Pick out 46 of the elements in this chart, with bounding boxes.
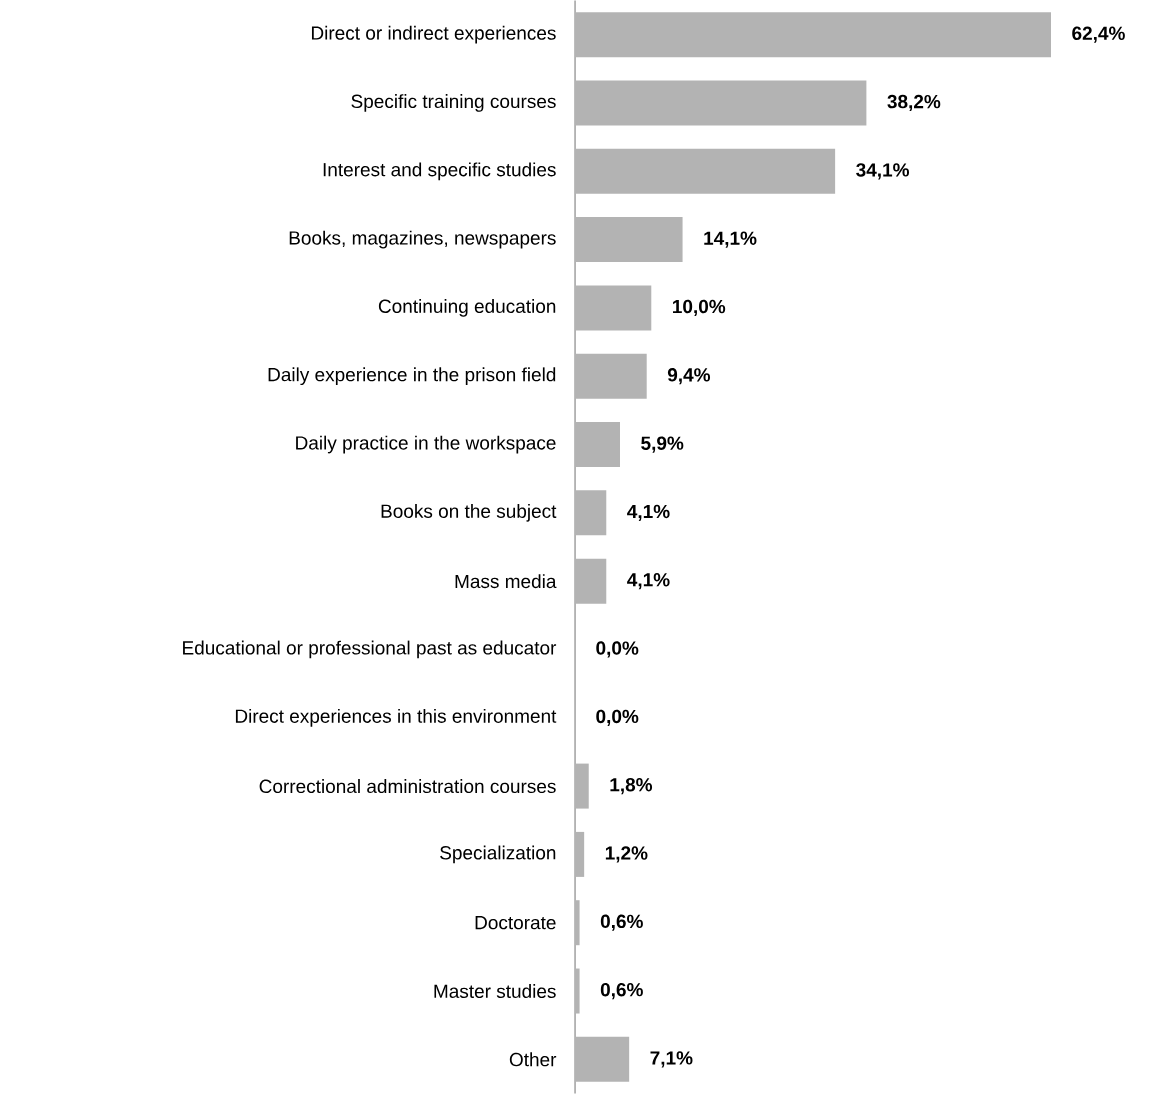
y-tick-label: Interest and specific studies [323,162,556,181]
y-tick-label: Specialization [440,845,556,864]
data-label: 4,1% [627,504,670,521]
bar [575,763,589,809]
y-tick-label: Daily practice in the workspace [296,435,556,454]
y-tick-label: Mass media [455,574,557,589]
data-label: 9,4% [667,368,711,385]
bar [575,831,585,877]
bar [575,148,836,194]
y-tick-label: Master studies [434,984,556,999]
data-label: 0,0% [596,641,639,658]
data-label: 7,1% [650,1051,693,1068]
bar [575,80,867,126]
data-label: 1,2% [605,846,648,863]
bar [575,490,607,536]
y-tick-label: Direct or indirect experiences [311,25,556,44]
data-label: 0,0% [596,709,639,726]
y-tick-label: Books, magazines, newspapers [289,230,556,249]
bar [575,968,580,1014]
y-tick-label: Daily experience in the prison field [268,367,556,386]
y-tick-label: Educational or professional past as educator [183,640,557,659]
y-tick-label: Correctional administration courses [259,779,556,794]
bar [575,558,607,604]
y-tick-label: Books on the subject [381,503,557,522]
y-tick-label: Direct experiences in this environment [235,708,557,727]
y-tick-label: Continuing education [378,299,556,317]
data-label: 0,6% [600,982,643,1000]
bar [575,422,621,468]
y-tick-label: Doctorate [475,916,556,930]
data-label: 10,0% [673,299,726,316]
data-label: 4,1% [627,573,670,590]
data-label: 14,1% [704,231,757,248]
data-label: 34,1% [856,163,910,180]
data-label: 1,8% [610,777,653,795]
y-tick-label: Specific training courses [351,94,556,112]
data-label: 0,6% [600,914,643,931]
y-tick-label: Other [509,1052,557,1067]
bar [575,12,1051,58]
bar [575,285,652,331]
data-label: 62,4% [1072,26,1125,43]
data-label: 5,9% [641,436,684,453]
bar [575,353,647,399]
bar [575,900,580,946]
bar [575,217,683,263]
data-label: 38,2% [887,94,941,112]
bar [575,1036,630,1082]
